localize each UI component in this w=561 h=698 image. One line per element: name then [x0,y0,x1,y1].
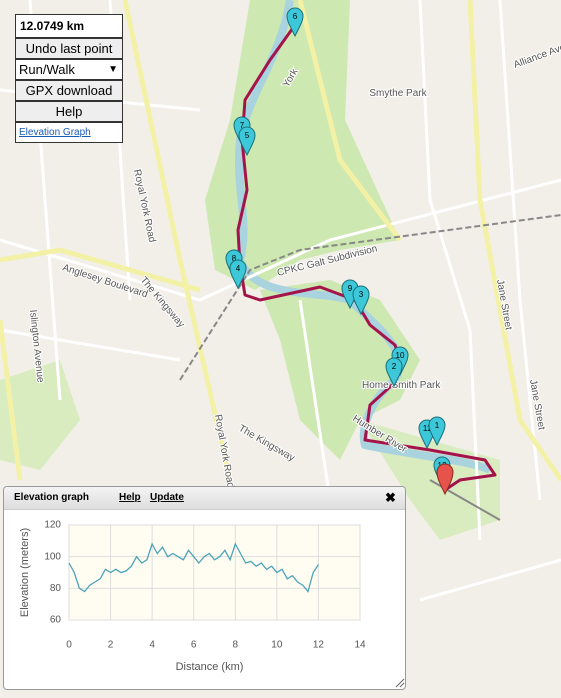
marker-pin [238,126,256,157]
marker-label: 1 [435,421,440,430]
help-button[interactable]: Help [15,101,123,122]
marker-pin [229,259,247,290]
marker-label: 8 [232,254,237,263]
elevation-link[interactable]: Elevation Graph [15,122,123,143]
x-tick-label: 12 [313,640,325,651]
x-tick-label: 8 [233,640,239,651]
y-axis-label: Elevation (meters) [19,528,31,617]
undo-button[interactable]: Undo last point [15,38,123,59]
resize-handle [395,678,405,688]
marker-pin [352,285,370,316]
distance: 12.0749 km [15,14,123,38]
marker-label: 10 [396,351,405,360]
marker-label: 7 [240,121,245,130]
panel-help[interactable]: Help [119,492,141,503]
y-tick-label: 120 [44,520,61,531]
y-tick-label: 80 [50,583,62,594]
elevation-panel: 60 80 100 120 0 2 4 6 8 10 12 14 Distance (km) Elevat… [3,486,406,690]
x-tick-label: 10 [271,640,283,651]
route-marker[interactable]: 4 [229,259,247,290]
x-tick-label: 0 [66,640,72,651]
panel-close[interactable]: ✖ [385,490,396,505]
marker-label: 9 [348,284,353,293]
panel-update[interactable]: Update [150,492,184,503]
marker-label: 5 [245,131,250,140]
map-label: Home Smith Park [362,380,441,391]
marker-label: 11 [423,424,432,433]
route-marker[interactable]: 3 [352,285,370,316]
elevation-line [68,542,319,593]
route-marker[interactable]: 2 [385,357,403,388]
x-axis-label: Distance (km) [176,661,244,673]
marker-pin [286,7,304,38]
route-marker[interactable]: 6 [286,7,304,38]
x-tick-label: 14 [354,640,366,651]
marker-label: 6 [293,12,298,21]
panel-title: Elevation graph [14,492,90,503]
route-marker[interactable]: 1 [428,416,446,447]
x-tick-label: 4 [149,640,155,651]
map-label: Smythe Park [369,88,427,99]
elevation-chart: 60 80 100 120 0 2 4 6 8 10 12 14 Distance (km) Elevat… [19,520,405,688]
route-marker[interactable]: 5 [238,126,256,157]
marker-label: 4 [236,264,241,273]
end-marker [436,463,454,496]
mode-select[interactable]: Run/Walk ▼ [15,59,123,80]
marker-label: 3 [359,290,364,299]
gpx-button[interactable]: GPX download [15,80,123,101]
y-tick-label: 60 [50,615,62,626]
x-tick-label: 2 [108,640,114,651]
panel-header: Elevation graph Help Update ✖ [4,487,405,510]
plot-area [68,524,361,621]
y-tick-label: 100 [44,551,61,562]
x-tick-label: 6 [191,640,197,651]
mode-value: Run/Walk [19,62,75,77]
marker-label: 2 [392,362,397,371]
marker-pin [428,416,446,447]
marker-pin [385,357,403,388]
